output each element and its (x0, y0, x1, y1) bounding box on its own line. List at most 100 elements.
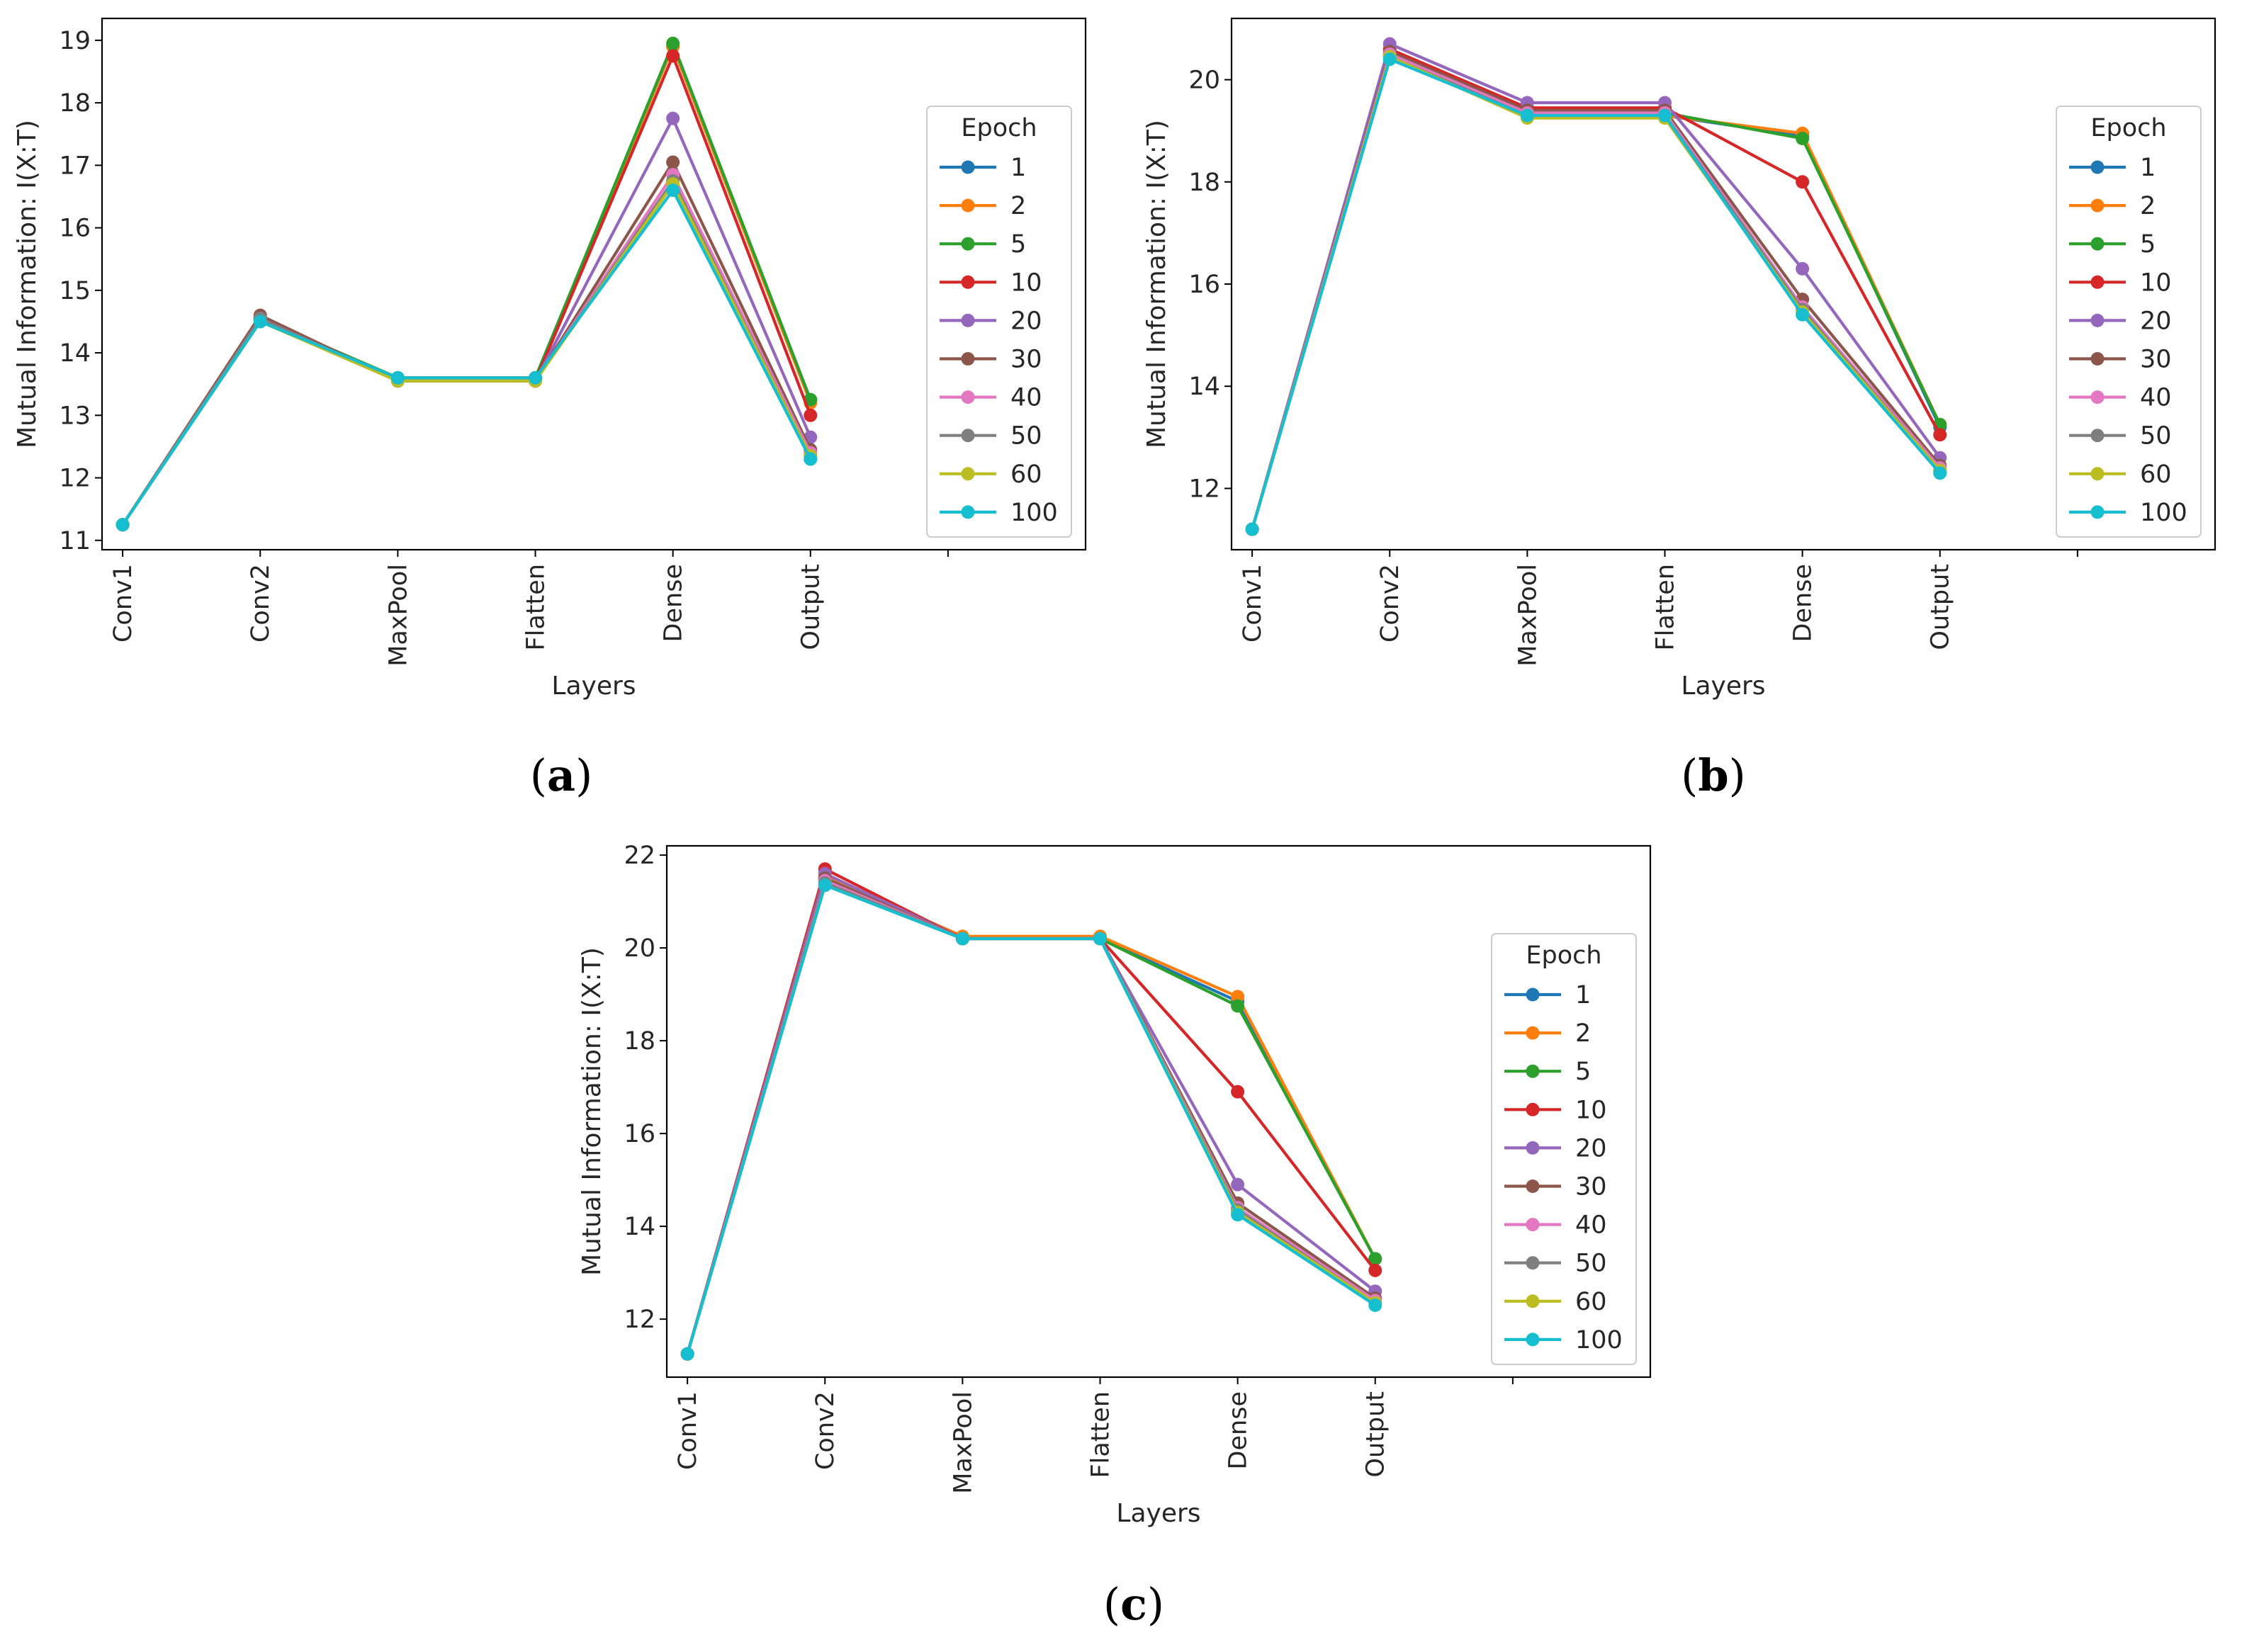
data-point (1796, 131, 1810, 145)
y-tick-label: 20 (624, 934, 655, 963)
legend-title: Epoch (2090, 114, 2166, 142)
series-epoch-100 (116, 183, 818, 532)
legend-label: 100 (2140, 499, 2187, 527)
legend-entry: 30 (2069, 346, 2172, 374)
data-point (804, 452, 818, 466)
legend-label: 50 (2140, 422, 2172, 451)
data-point (955, 932, 969, 946)
series-line (686, 883, 1376, 1354)
legend-swatch-marker (2090, 505, 2105, 519)
series-epoch-1 (680, 871, 1382, 1361)
series-line (1251, 52, 1942, 530)
legend-entry: 2 (940, 192, 1026, 220)
caption-c: (c) (1103, 1578, 1165, 1630)
series-line (121, 42, 812, 526)
series-epoch-2 (116, 40, 818, 532)
y-tick-label: 22 (624, 842, 655, 870)
legend-label: 60 (1575, 1288, 1607, 1316)
series-epoch-2 (1245, 47, 1947, 536)
legend: Epoch 1 2 5 10 20 30 40 50 60 100 (1491, 933, 1637, 1365)
legend-entry: 30 (940, 346, 1042, 374)
x-tick-label: MaxPool (384, 564, 412, 667)
legend-swatch-marker (961, 352, 975, 366)
legend-swatch-marker (2090, 160, 2105, 174)
legend-label: 5 (1575, 1058, 1591, 1086)
legend-label: 30 (2140, 346, 2172, 374)
data-point (666, 36, 680, 50)
legend-swatch-marker (2090, 429, 2105, 443)
data-point (1231, 999, 1245, 1013)
y-tick-label: 16 (1188, 271, 1220, 299)
plot-frame (101, 17, 1087, 551)
data-point (1368, 1252, 1382, 1266)
legend-entry: 20 (1504, 1134, 1607, 1162)
series-line (1251, 47, 1942, 530)
data-point (1657, 108, 1672, 123)
legend-entry: 10 (1504, 1096, 1607, 1124)
series-epoch-20 (680, 866, 1382, 1361)
legend-swatch-marker (961, 467, 975, 481)
data-point (253, 315, 267, 329)
legend-label: 5 (2140, 230, 2156, 259)
data-point (666, 49, 680, 63)
y-tick-label: 11 (59, 527, 91, 555)
caption-a: (a) (529, 749, 593, 801)
legend-label: 40 (1575, 1211, 1607, 1240)
legend-entry: 50 (1504, 1250, 1607, 1278)
legend-box (1491, 933, 1637, 1365)
series-epoch-30 (680, 871, 1382, 1361)
legend-label: 40 (1010, 384, 1042, 412)
y-tick-label: 15 (59, 277, 91, 305)
data-point (1368, 1298, 1382, 1312)
legend-entry: 100 (1504, 1326, 1623, 1354)
legend-swatch-marker (2090, 352, 2105, 366)
legend-swatch-marker (961, 390, 975, 404)
y-tick-label: 16 (624, 1120, 655, 1148)
data-point (1231, 1085, 1245, 1099)
legend-entry: 40 (940, 384, 1042, 412)
legend-swatch-marker (2090, 198, 2105, 213)
series-epoch-50 (116, 174, 818, 532)
series-line (121, 45, 812, 526)
x-tick-label: Dense (660, 564, 688, 642)
data-point (1933, 466, 1947, 480)
legend-label: 60 (1010, 460, 1042, 489)
legend-swatch-marker (961, 275, 975, 289)
legend-label: 30 (1010, 346, 1042, 374)
x-tick-label: Conv2 (811, 1391, 840, 1470)
y-tick-label: 14 (59, 339, 91, 368)
data-point (804, 408, 818, 422)
series-line (1251, 55, 1942, 530)
data-point (818, 878, 832, 893)
legend-swatch-marker (1526, 1256, 1540, 1270)
data-point (1368, 1263, 1382, 1277)
legend-entry: 5 (940, 230, 1026, 259)
legend-entry: 10 (940, 268, 1042, 297)
plot-frame (665, 844, 1652, 1379)
legend-swatch-marker (1526, 1064, 1540, 1078)
legend-entry: 20 (940, 307, 1042, 335)
x-tick-label: MaxPool (949, 1391, 977, 1494)
x-tick-label: Conv2 (247, 564, 275, 643)
legend-label: 30 (1575, 1173, 1607, 1201)
series-epoch-5 (1245, 47, 1947, 536)
chart-panel-b: 12 14 16 18 20 Conv1 Conv2 MaxPool Flatten Dense O… (1130, 0, 2259, 822)
x-tick-label: Output (1362, 1391, 1390, 1478)
legend-label: 20 (1010, 307, 1042, 335)
x-tick-label: Conv2 (1376, 564, 1404, 643)
legend-entry: 60 (2069, 460, 2172, 489)
series-epoch-40 (116, 168, 818, 532)
legend-swatch-marker (961, 429, 975, 443)
data-point (1231, 1208, 1245, 1222)
x-axis-label: Layers (1116, 1499, 1200, 1528)
data-point (1796, 175, 1810, 189)
legend-title: Epoch (961, 114, 1037, 142)
data-point (1796, 261, 1810, 276)
series-epoch-100 (1245, 52, 1947, 536)
x-tick-label: Conv1 (674, 1391, 702, 1470)
series-line (686, 867, 1377, 1354)
legend-entry: 100 (2069, 499, 2187, 527)
legend-swatch-marker (2090, 313, 2105, 327)
y-axis-label: Mutual Information: I(X:T) (578, 947, 607, 1276)
